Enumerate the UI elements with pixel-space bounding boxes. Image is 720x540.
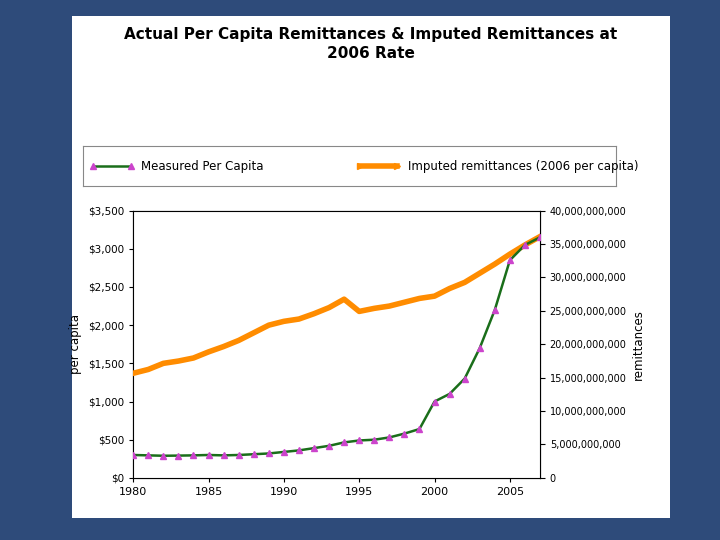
Y-axis label: remittances: remittances: [632, 309, 645, 380]
Y-axis label: per capita: per capita: [69, 314, 82, 374]
Text: Actual Per Capita Remittances & Imputed Remittances at
2006 Rate: Actual Per Capita Remittances & Imputed …: [124, 27, 618, 60]
Text: Imputed remittances (2006 per capita): Imputed remittances (2006 per capita): [408, 159, 639, 173]
Text: Measured Per Capita: Measured Per Capita: [141, 159, 264, 173]
